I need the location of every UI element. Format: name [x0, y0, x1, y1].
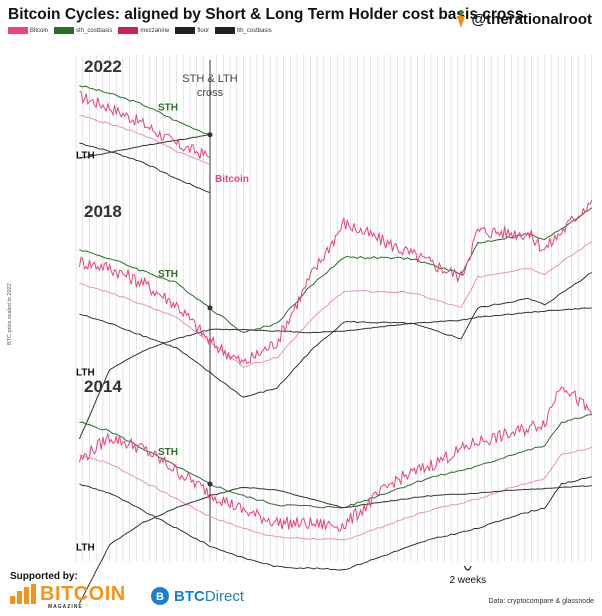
brand-subtitle: MAGAZINE	[48, 604, 83, 610]
legend-swatch	[215, 27, 236, 34]
series-lines	[78, 85, 593, 604]
legend-item-floor: floor	[175, 27, 209, 34]
cross-point	[207, 305, 213, 311]
cycle-year-label: 2018	[84, 202, 122, 221]
bitcoin-line	[78, 199, 593, 366]
sth-label: STH	[158, 447, 178, 458]
btcdirect-wordmark: BTCDirect	[174, 588, 244, 605]
lth-label: LTH	[76, 543, 95, 554]
legend-item-sth: sth_costbasis	[54, 27, 112, 34]
btcdirect-logo[interactable]: B BTCDirect	[150, 586, 244, 606]
legend-label: mezzanine	[140, 27, 170, 34]
legend: Bitcoin sth_costbasis mezzanine floor lt…	[8, 27, 272, 34]
cross-annotation: STH & LTH	[182, 73, 237, 85]
bitcoin-line	[78, 386, 593, 532]
supported-by-label: Supported by:	[10, 571, 78, 582]
lth-line	[79, 134, 211, 159]
cycle-year-label: 2022	[84, 57, 122, 76]
bar-chart-icon	[10, 584, 36, 604]
cycle-year-label: 2014	[84, 377, 122, 396]
two-weeks-bracket	[463, 565, 472, 571]
handle-text: @therationalroot	[471, 10, 592, 28]
mezzanine-line	[79, 241, 592, 368]
floor-line	[79, 142, 211, 193]
legend-label: lth_costbasis	[237, 27, 272, 34]
sth-line	[79, 85, 211, 136]
sth-label: STH	[158, 269, 178, 280]
cross-annotation: cross	[197, 87, 224, 99]
two-weeks-label: 2 weeks	[449, 575, 486, 586]
btcdirect-light: Direct	[204, 587, 244, 605]
grid-lines	[75, 55, 593, 562]
lth-line	[78, 485, 592, 604]
cross-point	[207, 481, 213, 487]
btcdirect-bold: BTC	[174, 587, 205, 605]
legend-item-mezzanine: mezzanine	[118, 27, 169, 34]
bitcoin-magazine-logo[interactable]: BITCOIN MAGAZINE	[10, 583, 126, 610]
legend-label: sth_costbasis	[76, 27, 113, 34]
legend-item-lth: lth_costbasis	[215, 27, 272, 34]
floor-line	[79, 476, 592, 571]
legend-swatch	[118, 27, 139, 34]
lth-label: LTH	[76, 368, 95, 379]
btcdirect-icon: B	[151, 587, 169, 605]
page-title: Bitcoin Cycles: aligned by Short & Long …	[8, 6, 524, 23]
bitcoin-label: Bitcoin	[215, 174, 249, 185]
bitcoin-line	[79, 90, 211, 159]
author-handle[interactable]: @therationalroot	[454, 10, 592, 28]
mezzanine-line	[79, 446, 592, 541]
floor-line	[79, 272, 592, 398]
data-source: Data: cryptocompare & glassnode	[488, 598, 594, 605]
legend-swatch	[8, 27, 28, 34]
legend-label: Bitcoin	[30, 27, 49, 34]
legend-swatch	[175, 27, 196, 34]
carrot-icon	[456, 10, 465, 28]
legend-item-bitcoin: Bitcoin	[8, 27, 48, 34]
mezzanine-line	[79, 115, 211, 166]
y-axis-label: BTC price scaled to 2022	[7, 283, 13, 345]
brand-name: BITCOIN	[40, 583, 126, 605]
legend-swatch	[54, 27, 75, 34]
svg-text:B: B	[156, 591, 164, 603]
sth-line	[79, 207, 593, 333]
sth-label: STH	[158, 103, 178, 114]
lth-line	[78, 307, 592, 439]
lth-label: LTH	[76, 151, 95, 162]
cross-point	[207, 132, 213, 138]
legend-label: floor	[197, 27, 210, 34]
